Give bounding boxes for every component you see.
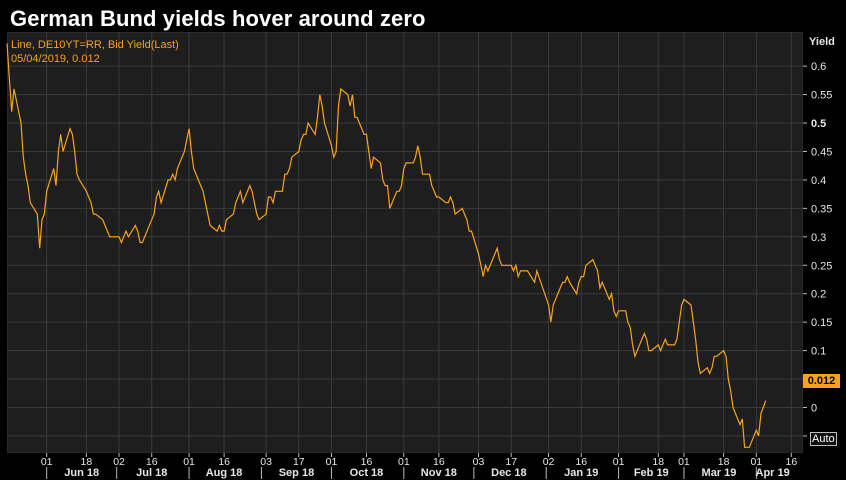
y-tick-label: 0.6 [811, 61, 826, 73]
x-day-label: 01 [398, 456, 410, 468]
x-axis: 01 18 02 16 01 16 03 17 01 16 01 16 03 17 02 16 01 18 01 18… [41, 453, 797, 479]
last-value-badge: 0.012 [803, 374, 840, 388]
x-month-label: Nov 18 [421, 467, 457, 479]
x-day-label: 17 [293, 456, 305, 468]
x-day-label: 16 [433, 456, 445, 468]
x-day-label: 17 [505, 456, 517, 468]
legend: Line, DE10YT=RR, Bid Yield(Last) 05/04/2… [11, 38, 179, 66]
auto-scale-button[interactable]: Auto [810, 432, 837, 446]
grid-lines [7, 32, 803, 453]
x-day-label: 01 [326, 456, 338, 468]
x-day-label: 16 [575, 456, 587, 468]
x-month-label: Mar 19 [702, 467, 737, 479]
x-day-label: 16 [785, 456, 797, 468]
y-tick-label: 0.35 [811, 203, 832, 215]
y-tick-label: 0.45 [811, 146, 832, 158]
x-month-label: Oct 18 [350, 467, 384, 479]
x-month-label: Feb 19 [634, 467, 669, 479]
x-month-label: Apr 19 [756, 467, 790, 479]
y-tick-label: 0.2 [811, 289, 826, 301]
x-day-label: 16 [218, 456, 230, 468]
x-month-label: Dec 18 [491, 467, 526, 479]
legend-last-point: 05/04/2019, 0.012 [11, 53, 100, 65]
x-day-label: 16 [361, 456, 373, 468]
x-month-label: Jan 19 [564, 467, 598, 479]
x-day-label: 01 [750, 456, 762, 468]
x-month-label: Jun 18 [64, 467, 99, 479]
x-day-label: 16 [146, 456, 158, 468]
x-day-label: 18 [652, 456, 664, 468]
x-month-label: Sep 18 [279, 467, 314, 479]
y-tick-label: 0.15 [811, 317, 832, 329]
x-day-label: 01 [41, 456, 53, 468]
y-tick-label: 0.55 [811, 90, 832, 102]
x-month-label: Jul 18 [136, 467, 167, 479]
y-tick-label: 0.1 [811, 346, 826, 358]
x-day-label: 01 [678, 456, 690, 468]
y-tick-label: 0.25 [811, 260, 832, 272]
x-day-label: 01 [183, 456, 195, 468]
legend-series-label: Line, DE10YT=RR, Bid Yield(Last) [11, 39, 179, 51]
y-tick-label: 0.3 [811, 232, 826, 244]
x-month-label: Aug 18 [206, 467, 243, 479]
x-day-label: 03 [473, 456, 485, 468]
series-line-de10yt [6, 43, 767, 448]
y-tick-label: 0 [811, 402, 817, 414]
x-day-label: 03 [260, 456, 272, 468]
y-tick-label: 0.5 [811, 118, 826, 130]
chart-title: German Bund yields hover around zero [10, 6, 426, 31]
x-day-label: 02 [543, 456, 555, 468]
x-day-label: 01 [613, 456, 625, 468]
x-day-label: 02 [113, 456, 125, 468]
y-axis-title: Yield [809, 36, 835, 48]
y-tick-label: 0.4 [811, 175, 826, 187]
x-day-label: 18 [81, 456, 93, 468]
x-day-label: 18 [718, 456, 730, 468]
